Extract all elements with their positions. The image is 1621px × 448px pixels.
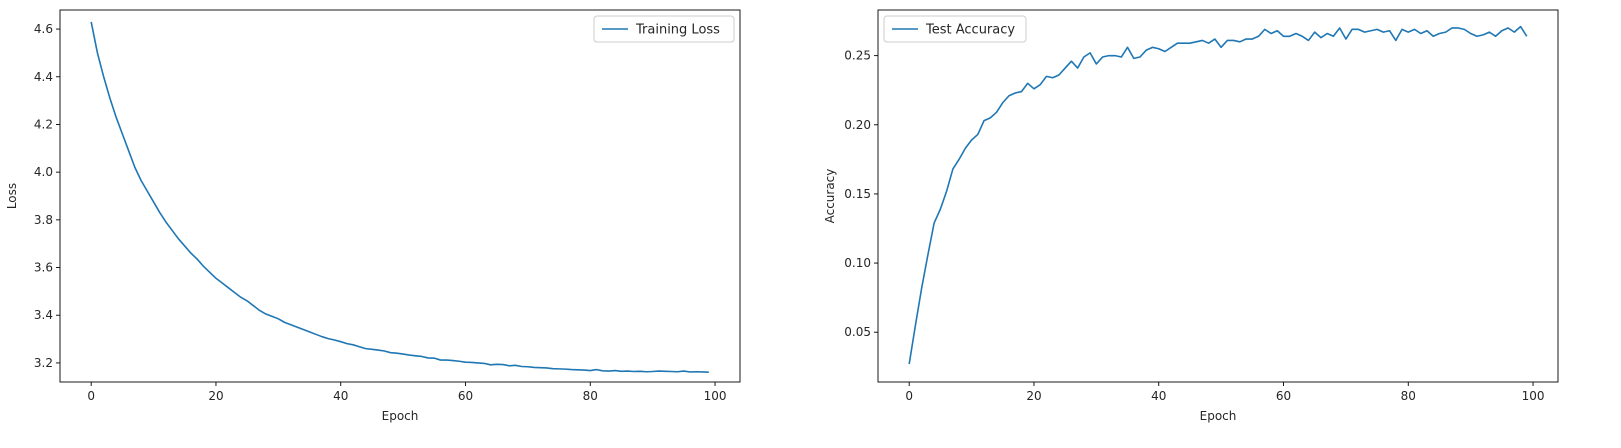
x-tick-label: 80 xyxy=(583,389,598,403)
x-tick-label: 0 xyxy=(87,389,95,403)
legend-label: Training Loss xyxy=(635,23,720,38)
y-axis-label: Accuracy xyxy=(823,169,837,224)
y-tick-label: 4.4 xyxy=(34,70,53,84)
x-tick-label: 40 xyxy=(333,389,348,403)
x-tick-label: 40 xyxy=(1151,389,1166,403)
x-tick-label: 0 xyxy=(905,389,913,403)
x-axis-ticks: 0 20 40 60 80 100 xyxy=(905,382,1544,403)
y-tick-label: 0.10 xyxy=(844,256,871,270)
series-line-accuracy xyxy=(908,25,1528,365)
y-tick-label: 0.20 xyxy=(844,118,871,132)
legend-box xyxy=(883,15,1027,43)
legend: Test Accuracy xyxy=(883,15,1027,43)
y-tick-label: 3.2 xyxy=(34,356,53,370)
y-axis-ticks: 3.2 3.4 3.6 3.8 4.0 4.2 4.4 4.6 xyxy=(34,22,60,370)
x-tick-label: 20 xyxy=(1026,389,1041,403)
y-tick-label: 0.05 xyxy=(844,325,871,339)
y-tick-label: 4.6 xyxy=(34,22,53,36)
y-tick-label: 0.25 xyxy=(844,49,871,63)
x-axis-ticks: 0 20 40 60 80 100 xyxy=(87,382,726,403)
y-tick-label: 4.0 xyxy=(34,165,53,179)
legend-label: Test Accuracy xyxy=(925,23,1015,38)
y-tick-label: 3.6 xyxy=(34,261,53,275)
x-tick-label: 100 xyxy=(704,389,727,403)
y-tick-label: 3.8 xyxy=(34,213,53,227)
chart-accuracy: 0 20 40 60 80 100 0.05 0.10 0.15 0.20 0.25 Epoch Acc… xyxy=(823,9,1559,423)
x-tick-label: 100 xyxy=(1522,389,1545,403)
x-axis-label: Epoch xyxy=(1200,409,1237,423)
x-tick-label: 20 xyxy=(208,389,223,403)
legend: Training Loss xyxy=(593,15,735,43)
x-tick-label: 60 xyxy=(1276,389,1291,403)
x-tick-label: 80 xyxy=(1401,389,1416,403)
legend-box xyxy=(593,15,735,43)
y-tick-label: 3.4 xyxy=(34,308,53,322)
x-axis-label: Epoch xyxy=(382,409,419,423)
plot-frame xyxy=(59,9,741,383)
y-axis-ticks: 0.05 0.10 0.15 0.20 0.25 xyxy=(844,49,878,339)
y-tick-label: 4.2 xyxy=(34,117,53,131)
y-tick-label: 0.15 xyxy=(844,187,871,201)
y-axis-label: Loss xyxy=(5,183,19,209)
chart-loss: 0 20 40 60 80 100 3.2 3.4 3.6 3.8 4.0 4.2 4.4 4.6 Epoc… xyxy=(5,9,741,423)
plot-frame xyxy=(877,9,1559,383)
series-line-loss xyxy=(90,21,709,374)
x-tick-label: 60 xyxy=(458,389,473,403)
